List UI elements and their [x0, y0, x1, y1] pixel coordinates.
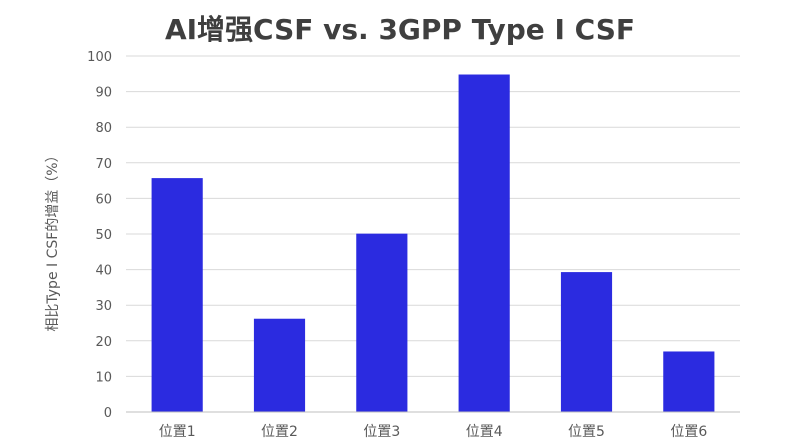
bar-位置1 [151, 178, 203, 412]
y-tick-label: 10 [95, 370, 112, 385]
y-tick-label: 40 [95, 264, 112, 279]
y-axis-label: 相比Type I CSF的增益（%） [45, 148, 61, 332]
x-tick-label: 位置2 [261, 424, 298, 440]
y-tick-label: 80 [95, 121, 112, 136]
y-tick-label: 50 [95, 228, 112, 243]
bar-位置2 [253, 318, 306, 412]
bar-位置3 [356, 233, 408, 412]
y-tick-label: 90 [95, 86, 112, 101]
bar-位置4 [458, 74, 510, 413]
bar-位置6 [663, 351, 715, 412]
y-tick-label: 70 [95, 157, 112, 172]
bars [151, 74, 715, 413]
x-tick-label: 位置6 [670, 424, 707, 440]
y-tick-label: 60 [95, 192, 112, 207]
y-tick-label: 0 [104, 406, 112, 421]
y-tick-label: 20 [95, 335, 112, 350]
bar-位置5 [560, 272, 613, 412]
y-tick-label: 100 [87, 50, 112, 65]
gridlines [126, 55, 740, 377]
y-tick-label: 30 [95, 299, 112, 314]
chart-title: AI增强CSF vs. 3GPP Type I CSF [164, 13, 636, 46]
x-tick-labels: 位置1 位置2 位置3 位置4 位置5 位置6 [159, 424, 708, 440]
x-tick-label: 位置3 [363, 424, 400, 440]
x-tick-label: 位置4 [466, 424, 503, 440]
x-tick-label: 位置1 [159, 424, 196, 440]
x-tick-label: 位置5 [568, 424, 605, 440]
y-tick-labels: 0 10 20 30 40 50 60 70 80 90 100 [87, 50, 112, 421]
